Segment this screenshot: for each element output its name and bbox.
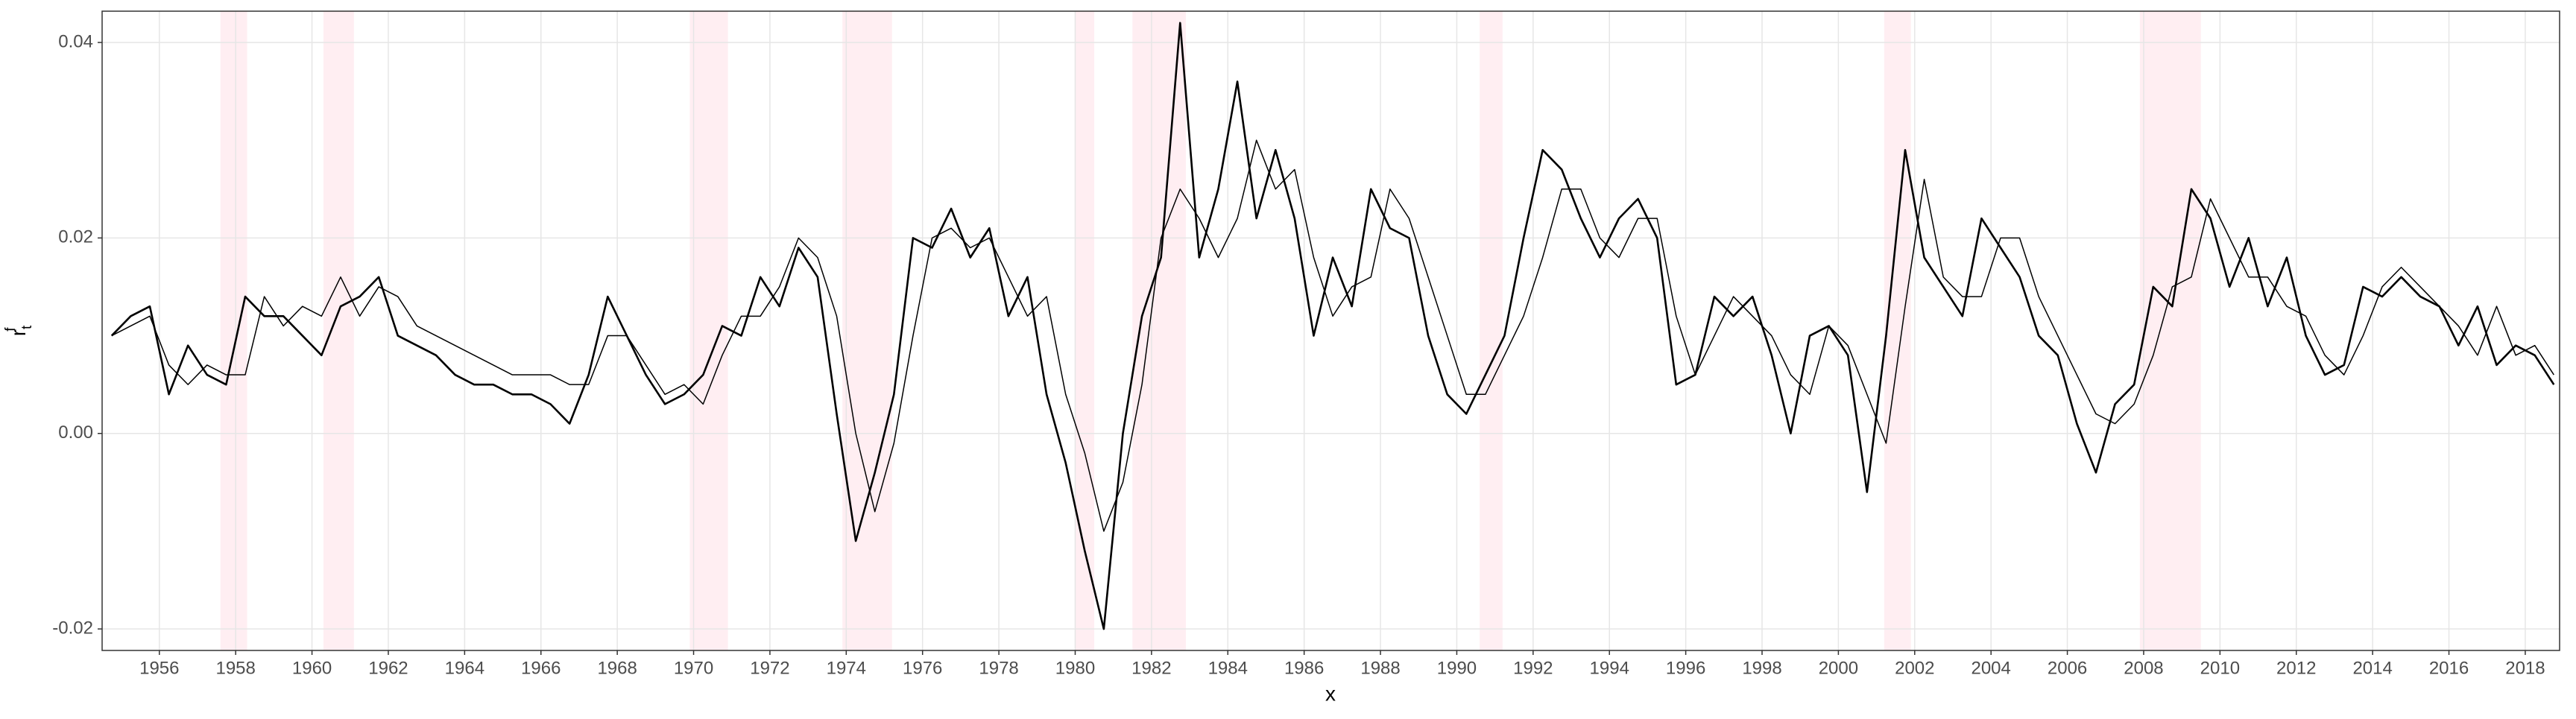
x-tick-label: 1984 [1208, 658, 1248, 678]
recession-band [323, 11, 354, 650]
x-tick-label: 1994 [1590, 658, 1629, 678]
recession-band [220, 11, 247, 650]
x-tick-label: 2006 [2048, 658, 2087, 678]
x-tick-label: 1980 [1055, 658, 1095, 678]
x-tick-label: 2000 [1819, 658, 1858, 678]
x-tick-label: 1982 [1131, 658, 1171, 678]
x-tick-label: 1960 [292, 658, 332, 678]
x-tick-label: 2018 [2505, 658, 2545, 678]
y-tick-label: 0.04 [58, 31, 93, 51]
x-tick-label: 1962 [368, 658, 408, 678]
x-tick-label: 1964 [445, 658, 484, 678]
x-tick-label: 1956 [139, 658, 179, 678]
x-tick-label: 2004 [1971, 658, 2010, 678]
x-tick-label: 1958 [215, 658, 255, 678]
x-tick-label: 1972 [750, 658, 789, 678]
x-tick-label: 1976 [903, 658, 942, 678]
x-tick-label: 2008 [2124, 658, 2163, 678]
recession-band [1132, 11, 1186, 650]
x-tick-label: 2010 [2200, 658, 2240, 678]
series-line [111, 139, 2554, 532]
x-tick-label: 1998 [1742, 658, 1781, 678]
x-tick-label: 1966 [521, 658, 561, 678]
x-tick-label: 1988 [1360, 658, 1400, 678]
recession-band [2139, 11, 2201, 650]
y-tick-label: 0.02 [58, 227, 93, 247]
x-axis-label: x [1325, 682, 1336, 705]
x-tick-label: 2016 [2429, 658, 2469, 678]
x-tick-label: 1996 [1666, 658, 1705, 678]
x-tick-label: 1990 [1437, 658, 1477, 678]
x-tick-label: 1986 [1284, 658, 1324, 678]
x-tick-label: 2014 [2352, 658, 2392, 678]
y-tick-label: -0.02 [52, 618, 93, 638]
y-tick-label: 0.00 [58, 422, 93, 443]
x-tick-label: 2002 [1895, 658, 1934, 678]
x-tick-label: 1992 [1513, 658, 1553, 678]
y-label-base: r [7, 329, 30, 336]
recession-band [1480, 11, 1503, 650]
y-label-sub: t [19, 325, 35, 329]
panel-border [101, 10, 2560, 651]
y-label-sup: f [3, 327, 19, 332]
recession-band [1075, 11, 1095, 650]
recession-band [1884, 11, 1911, 650]
recession-band [689, 11, 728, 650]
series-line [110, 22, 2555, 630]
x-tick-label: 1974 [827, 658, 866, 678]
x-tick-label: 2012 [2276, 658, 2316, 678]
x-tick-label: 1968 [597, 658, 637, 678]
recession-band [842, 11, 892, 650]
x-tick-label: 1978 [979, 658, 1018, 678]
y-axis-label: rtf [3, 325, 35, 336]
x-tick-label: 1970 [674, 658, 713, 678]
